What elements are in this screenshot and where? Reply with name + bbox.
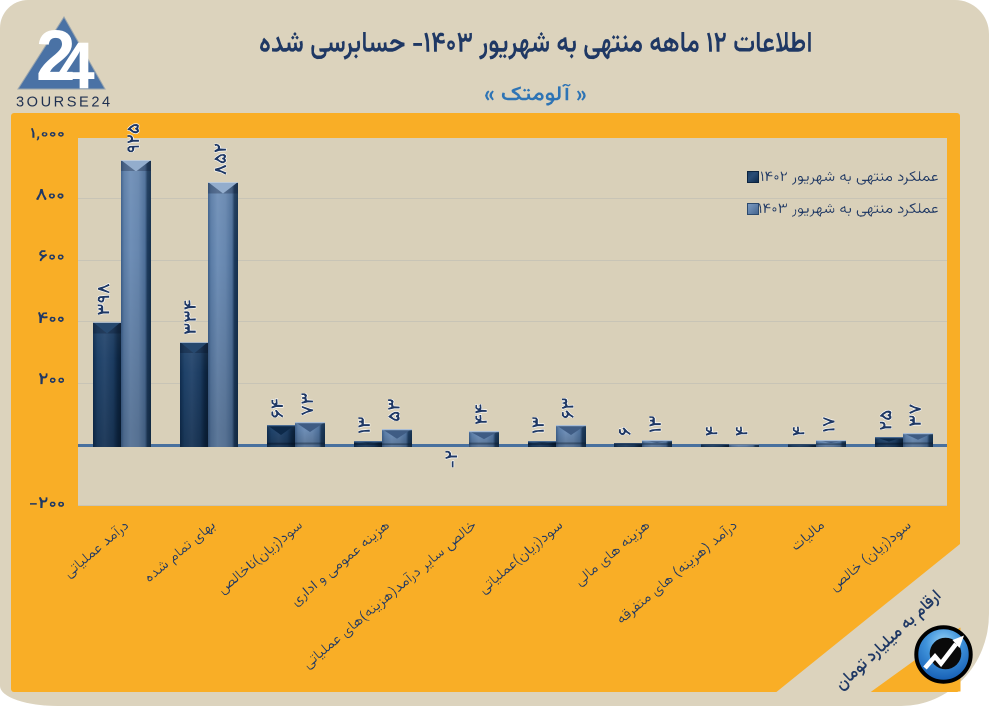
svg-text:4: 4 [58,28,95,102]
svg-text:3OURSE24: 3OURSE24 [16,95,113,111]
svg-text:2: 2 [36,17,76,96]
